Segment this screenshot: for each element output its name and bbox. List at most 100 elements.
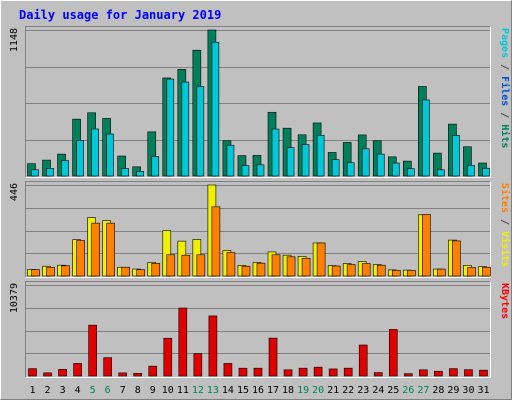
y-axis-max-label: 446 [9,183,20,201]
bar-sites [61,265,70,277]
bar-pages [391,162,400,177]
bar-pages [331,159,340,177]
bar-kbytes [148,365,158,377]
bar-sites [151,263,161,277]
legend-part: Hits [499,124,511,148]
panel-border-light [25,181,491,278]
bar-sites [361,263,371,277]
bar-kbytes [358,344,368,377]
bar-kbytes [238,367,248,377]
bar-pages [407,168,415,177]
bar-pages [46,168,54,177]
x-tick-label: 18 [282,385,294,396]
legend-part: Sites [499,183,511,213]
bar-pages [346,162,355,177]
panel-border-dark [25,26,491,178]
bar-kbytes [28,368,37,377]
bar-sites [76,240,85,277]
bar-sites [196,254,206,277]
bar-sites [166,254,176,277]
x-tick-label: 11 [177,385,189,396]
bar-sites [106,222,115,277]
x-tick-label: 1 [30,385,36,396]
bar-sites [422,214,431,277]
legend-part: KBytes [499,283,510,319]
bar-pages [422,99,430,177]
panel-sv: 446 Sites / Visits [9,181,511,278]
bar-kbytes [223,363,233,377]
x-tick-label: 12 [192,385,204,396]
x-tick-label: 16 [252,385,264,396]
x-tick-label: 30 [462,385,474,396]
x-tick-label: 31 [477,385,489,396]
bar-kbytes [163,337,173,377]
bar-pages [61,160,69,177]
bar-kbytes [479,369,488,377]
panel-border-dark [25,281,491,378]
bar-kbytes [328,368,338,377]
x-tick-label: 2 [45,385,51,396]
panel-legend-label: Sites / Visits [499,183,511,267]
panel-border-dark [25,181,491,278]
bar-sites [226,252,236,277]
bar-sites [346,264,356,277]
panel-kb: 10379 KBytes [9,281,510,378]
panel-plot-area [25,281,491,378]
bar-pages [482,167,490,177]
x-tick-label: 24 [372,385,384,396]
x-tick-label: 28 [432,385,444,396]
y-axis-max-label: 10379 [9,283,20,313]
bar-sites [211,206,221,277]
bar-kbytes [404,373,413,377]
bar-sites [452,240,461,277]
panel-legend-label: KBytes [499,283,510,319]
bar-sites [91,222,100,277]
x-tick-label: 9 [150,385,156,396]
bar-pages [271,128,280,177]
bar-sites [181,254,191,277]
bar-pages [316,135,325,177]
bar-pages [106,133,114,177]
bar-pages [301,144,310,177]
bar-kbytes [283,369,293,377]
legend-part: / [499,58,510,76]
bar-pages [241,165,250,177]
bar-kbytes [253,367,263,377]
x-tick-label: 6 [105,385,111,396]
bar-sites [482,266,491,277]
legend-part: / [499,213,510,231]
bar-sites [331,265,341,277]
bar-sites [301,257,311,277]
bar-kbytes [73,363,82,377]
panel-pfh: 1148 Pages / Files / Hits [9,26,511,178]
bar-sites [316,242,326,277]
bar-pages [286,147,295,177]
chart-title: Daily usage for January 2019 [19,8,221,22]
x-tick-label: 5 [90,385,96,396]
x-tick-label: 17 [267,385,279,396]
bar-kbytes [464,369,473,377]
bar-kbytes [419,369,428,377]
bar-pages [361,148,370,177]
legend-part: Visits [499,231,511,267]
x-tick-label: 15 [237,385,249,396]
bar-pages [76,140,84,177]
bar-kbytes [449,368,458,377]
bar-sites [376,264,386,277]
bar-sites [241,265,251,277]
x-tick-label: 7 [120,385,126,396]
y-axis-max-label: 1148 [9,28,20,52]
legend-part: / [499,106,510,124]
x-tick-label: 19 [297,385,309,396]
bar-sites [136,269,146,277]
bar-kbytes [178,307,188,377]
bar-kbytes [133,372,143,377]
bar-sites [437,268,446,277]
bar-pages [31,169,39,177]
bar-kbytes [118,372,127,377]
bar-pages [181,81,190,177]
bar-kbytes [388,329,398,377]
